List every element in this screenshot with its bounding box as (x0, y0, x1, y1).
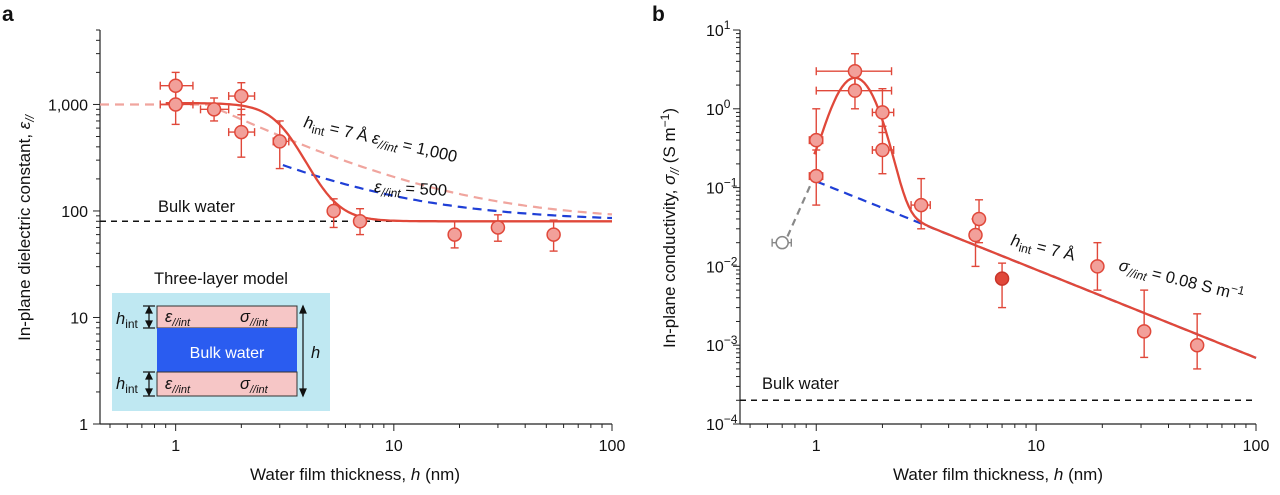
a-y-tick-label: 10 (70, 310, 88, 327)
b-data-point (1138, 325, 1151, 338)
three-layer-model-inset: Three-layer model Bulk water ε//int σ//i… (112, 270, 330, 411)
a-data-point (169, 98, 182, 111)
b-x-tick-label: 100 (1243, 438, 1270, 455)
b-y-tick-label: 10−2 (706, 254, 738, 276)
a-data-point (354, 215, 367, 228)
a-y-tick-label: 1,000 (48, 97, 88, 114)
a-data-point (327, 204, 340, 217)
a-data-point (491, 221, 504, 234)
b-data-point (876, 144, 889, 157)
b-y-tick-label: 100 (706, 97, 731, 119)
b-y-tick-label: 10−1 (706, 176, 738, 198)
b-data-point (969, 229, 982, 242)
inset-bulk-water-label: Bulk water (190, 345, 265, 362)
b-data-point (848, 65, 861, 78)
a-y-tick-label: 1 (79, 417, 88, 434)
b-data-point (810, 170, 823, 183)
a-bulk-water-label: Bulk water (158, 198, 236, 216)
b-y-tick-label: 101 (706, 18, 731, 40)
b-line-grey-extrapolation (787, 179, 813, 237)
panel-a-label: a (2, 3, 14, 26)
b-data-point (973, 212, 986, 225)
b-annotation-sigma: σ//int = 0.08 S m−1 (1116, 254, 1246, 308)
inset-title: Three-layer model (154, 270, 288, 288)
panel-b-axes (740, 30, 1256, 424)
a-y-axis-label: In-plane dielectric constant, ε// (15, 113, 37, 340)
a-y-tick-label: 100 (61, 204, 88, 221)
b-x-tick-label: 1 (812, 438, 821, 455)
b-data-point (996, 272, 1009, 285)
a-x-axis-label: Water film thickness, h (nm) (250, 465, 460, 484)
inset-h-label: h (311, 344, 320, 362)
b-y-axis-label: In-plane conductivity, σ// (S m−1) (658, 108, 682, 348)
a-data-point (208, 103, 221, 116)
a-annotation-eps1000: hint = 7 Å ε//int = 1,000 (301, 112, 459, 169)
b-y-tick-label: 10−4 (706, 412, 738, 434)
b-data-point (848, 84, 861, 97)
b-grey-data-point (776, 237, 788, 249)
a-x-tick-label: 1 (171, 438, 180, 455)
a-data-point (273, 135, 286, 148)
b-y-tick-label: 10−3 (706, 333, 738, 355)
b-data-point (876, 106, 889, 119)
a-data-point (448, 228, 461, 241)
a-data-point (235, 126, 248, 139)
a-x-tick-label: 10 (385, 438, 403, 455)
b-data-point (1091, 260, 1104, 273)
b-data-point (810, 134, 823, 147)
b-line-fit (814, 78, 1256, 358)
b-data-point (1191, 339, 1204, 352)
b-x-tick-label: 10 (1027, 438, 1045, 455)
panel-b-label: b (652, 3, 665, 26)
a-x-tick-label: 100 (599, 438, 626, 455)
figure: a 1 10 100 1 10 100 1,000 Water film thickness… (0, 0, 1280, 495)
b-x-axis-label: Water film thickness, h (nm) (893, 465, 1103, 484)
a-data-point (547, 228, 560, 241)
b-bulk-water-label: Bulk water (762, 375, 840, 393)
a-annotation-eps500: ε//int = 500 (374, 178, 448, 203)
b-data-point (915, 199, 928, 212)
a-data-point (169, 79, 182, 92)
a-data-point (235, 90, 248, 103)
